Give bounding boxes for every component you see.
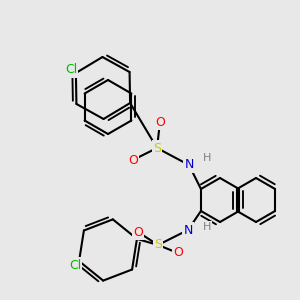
Text: S: S (154, 238, 162, 251)
Text: H: H (203, 153, 211, 163)
Text: O: O (173, 247, 183, 260)
Text: S: S (153, 142, 161, 154)
Text: N: N (184, 158, 194, 172)
Text: N: N (183, 224, 193, 236)
Text: O: O (128, 154, 138, 166)
Text: Cl: Cl (65, 64, 77, 76)
Text: O: O (133, 226, 143, 238)
Text: Cl: Cl (69, 259, 81, 272)
Text: H: H (203, 222, 211, 232)
Text: O: O (155, 116, 165, 128)
